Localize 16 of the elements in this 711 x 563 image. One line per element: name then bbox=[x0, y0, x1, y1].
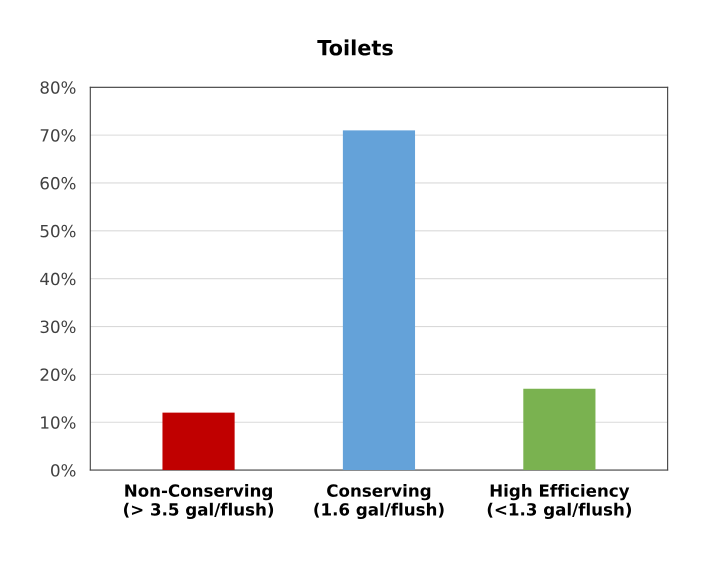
x-tick-label: Non-Conserving (> 3.5 gal/flush) bbox=[124, 484, 274, 520]
y-tick-label: 70% bbox=[40, 129, 76, 142]
y-tick-label: 60% bbox=[40, 176, 76, 190]
bar bbox=[162, 412, 235, 470]
y-tick-label: 0% bbox=[51, 464, 76, 477]
x-tick-label: High Efficiency (<1.3 gal/flush) bbox=[488, 484, 632, 520]
y-tick-label: 80% bbox=[40, 81, 76, 94]
y-tick-label: 20% bbox=[40, 368, 76, 381]
y-tick-label: 10% bbox=[41, 416, 76, 429]
bar bbox=[342, 130, 416, 470]
chart-title: Toilets bbox=[317, 39, 393, 56]
y-tick-label: 50% bbox=[40, 224, 76, 238]
bar bbox=[523, 388, 596, 470]
x-tick-label: Conserving (1.6 gal/flush) bbox=[314, 484, 444, 520]
y-tick-label: 30% bbox=[40, 320, 76, 334]
y-tick-label: 40% bbox=[40, 272, 76, 286]
